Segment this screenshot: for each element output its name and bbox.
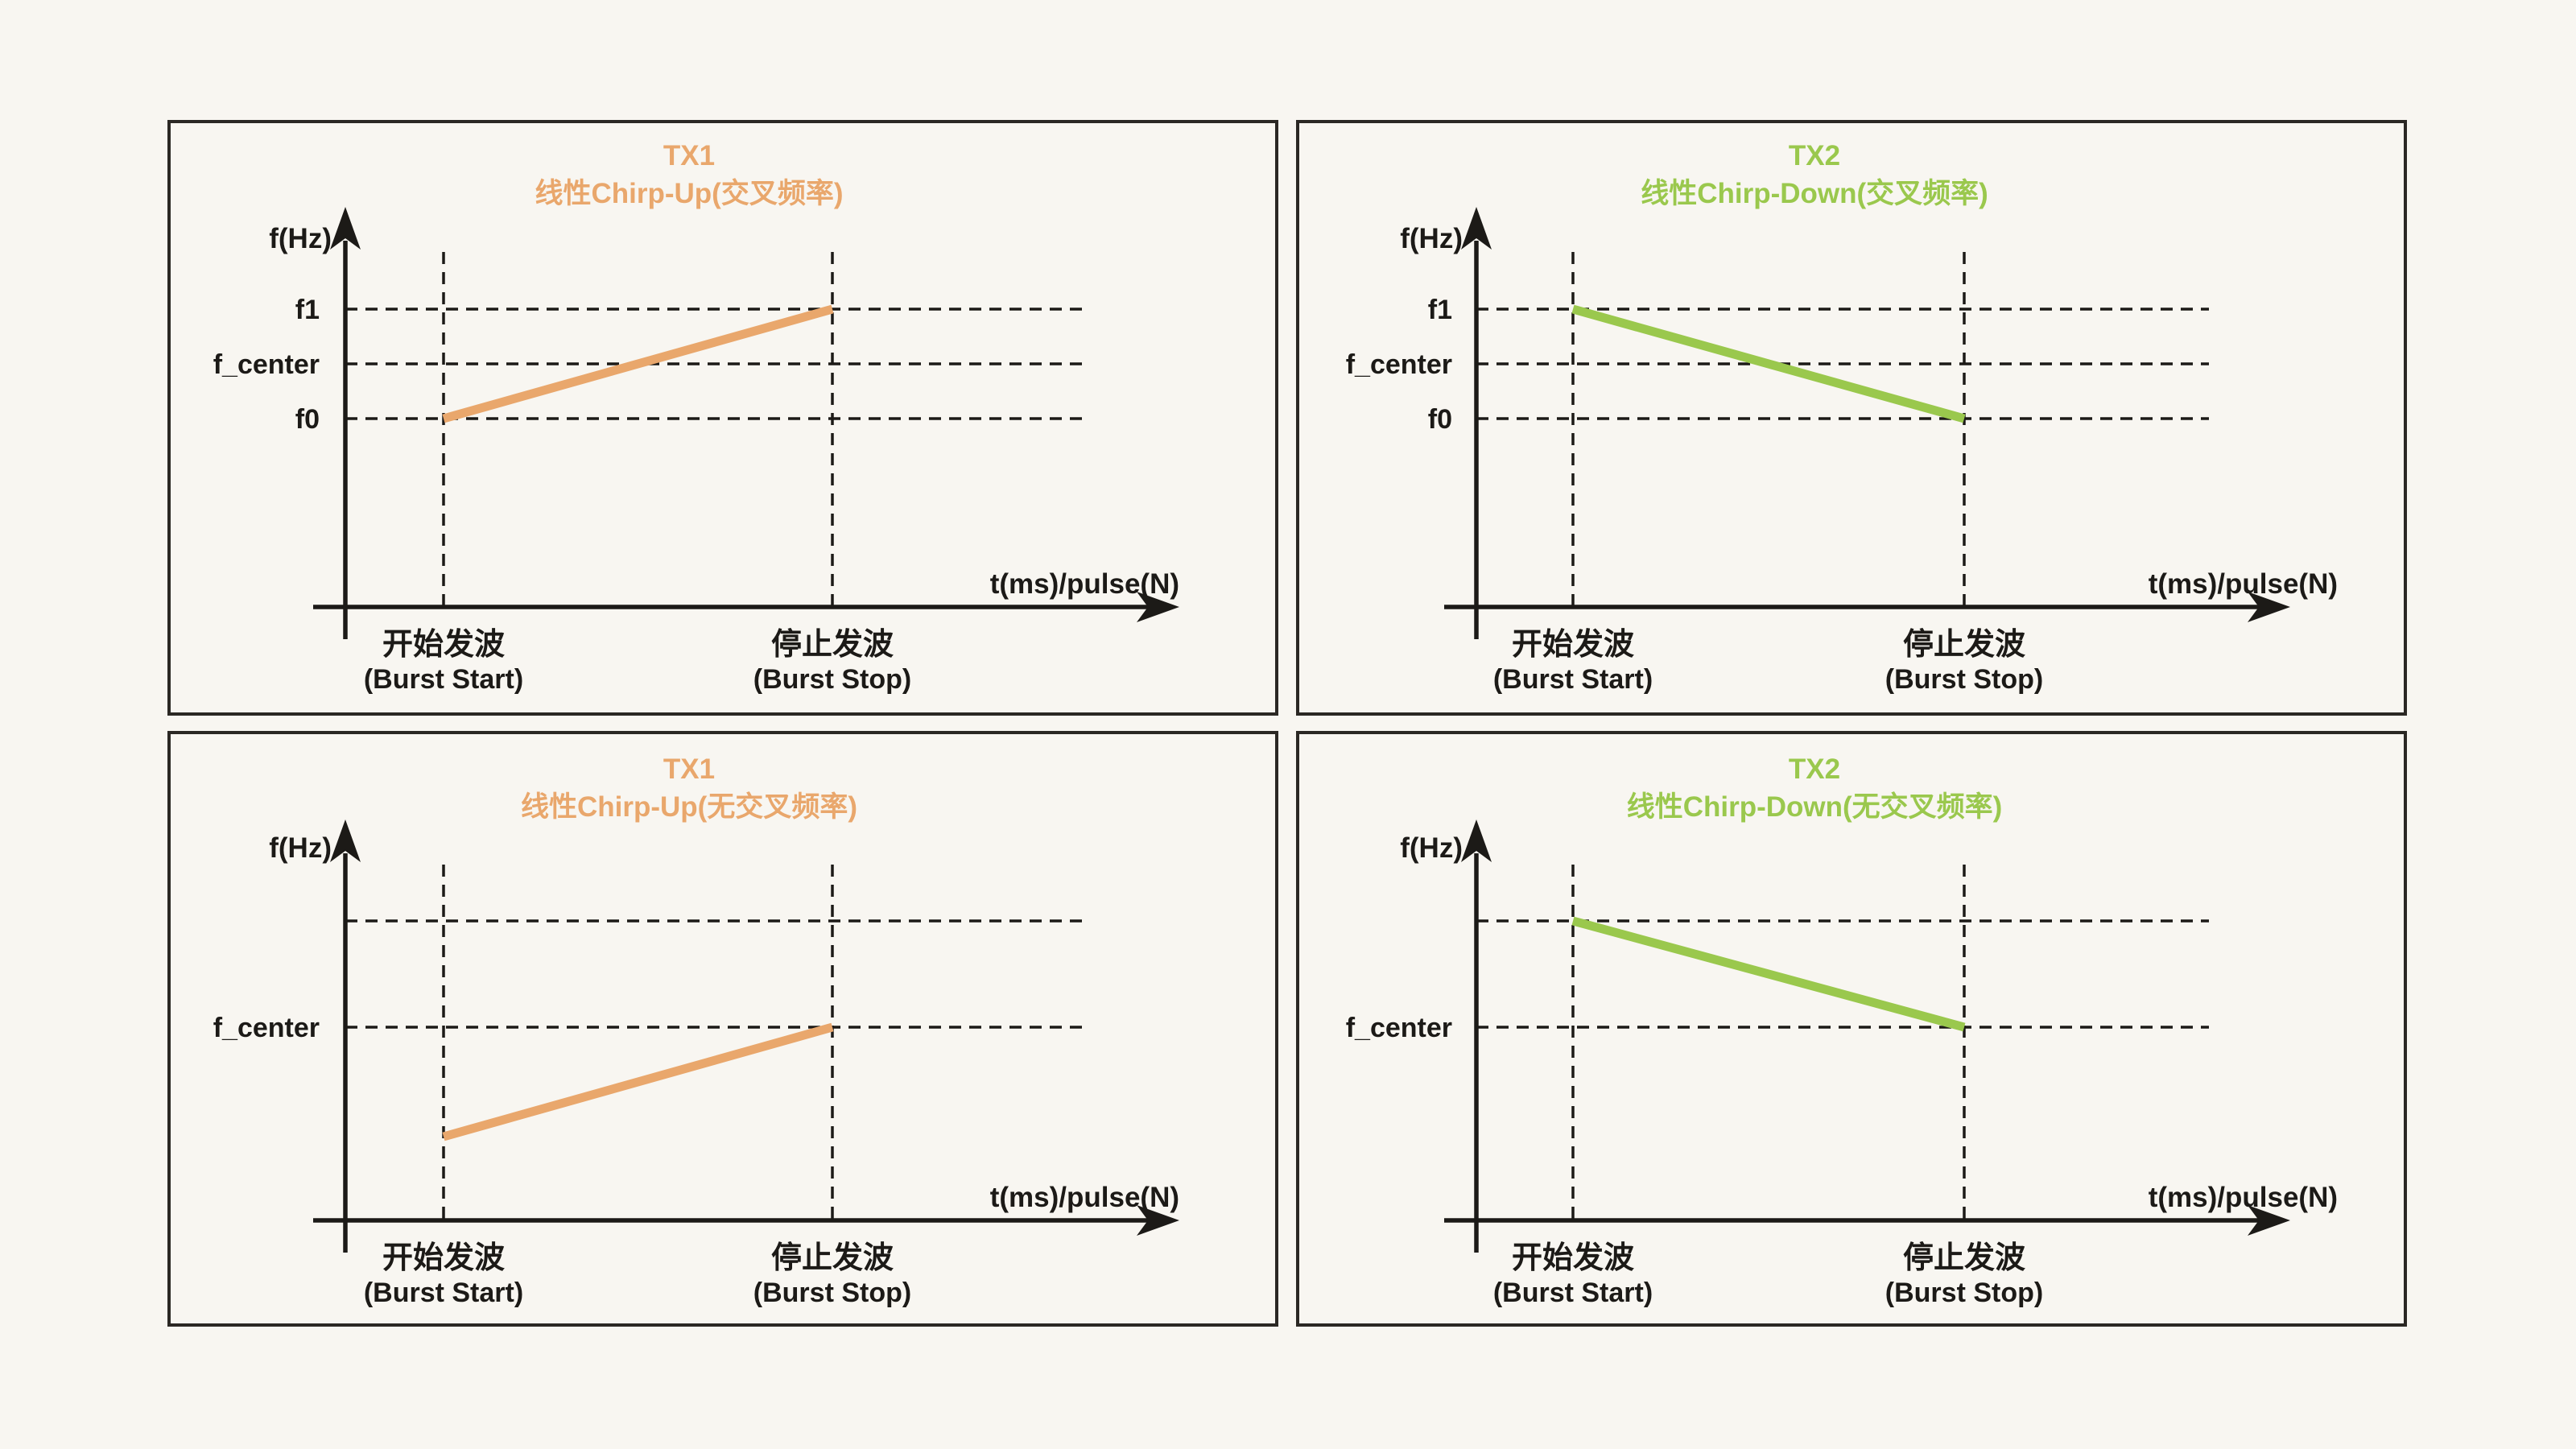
panel-title-line2: 线性Chirp-Up(无交叉频率) — [521, 791, 857, 823]
panel-title-line2: 线性Chirp-Down(交叉频率) — [1641, 177, 1988, 209]
panel-tx1-noncrossed: TX1 线性Chirp-Up(无交叉频率) f(Hz) f_center t(m… — [167, 731, 1278, 1327]
burst-stop-label-en: (Burst Stop) — [1885, 1278, 2043, 1308]
x-axis-label: t(ms)/pulse(N) — [2149, 1182, 2338, 1213]
panel-title-line1: TX2 — [1789, 140, 1840, 171]
y-axis-label: f(Hz) — [1400, 832, 1463, 864]
x-axis-arrow-icon — [2248, 592, 2290, 622]
x-axis-label: t(ms)/pulse(N) — [990, 568, 1179, 600]
y-tick-f0: f0 — [295, 404, 320, 435]
burst-stop-label-cn: 停止发波 — [1903, 1241, 2025, 1275]
burst-stop-label-en: (Burst Stop) — [753, 1278, 911, 1308]
chirp-up-line — [442, 1022, 834, 1141]
y-axis-arrow-icon — [330, 207, 361, 250]
panel-tx2-crossed: TX2 线性Chirp-Down(交叉频率) f(Hz) f1 f_center… — [1296, 120, 2407, 716]
y-tick-f1: f1 — [295, 295, 320, 325]
burst-start-label-cn: 开始发波 — [1512, 628, 1634, 662]
diagram-tx2-crossed: TX2 线性Chirp-Down(交叉频率) f(Hz) f1 f_center… — [1346, 140, 2338, 695]
x-axis-arrow-icon — [1137, 1205, 1179, 1236]
burst-start-label-en: (Burst Start) — [1493, 1278, 1653, 1308]
x-axis-arrow-icon — [1137, 592, 1179, 622]
panel-tx1-crossed: TX1 线性Chirp-Up(交叉频率) f(Hz) f1 f_center f… — [167, 120, 1278, 716]
panel-title-line1: TX1 — [663, 753, 715, 785]
y-axis-label: f(Hz) — [1400, 223, 1463, 254]
x-axis-arrow-icon — [2248, 1205, 2290, 1236]
diagram-tx2-noncrossed: TX2 线性Chirp-Down(无交叉频率) f(Hz) f_center t… — [1346, 753, 2338, 1308]
y-axis-label: f(Hz) — [269, 223, 332, 254]
burst-stop-label-en: (Burst Stop) — [1885, 664, 2043, 695]
panel-title-line1: TX2 — [1789, 753, 1840, 785]
burst-start-label-cn: 开始发波 — [382, 1241, 505, 1275]
chirp-down-line — [1571, 304, 1966, 423]
burst-stop-label-cn: 停止发波 — [771, 1241, 894, 1275]
burst-stop-label-cn: 停止发波 — [771, 628, 894, 662]
y-tick-f0: f0 — [1428, 404, 1452, 435]
y-tick-fcenter: f_center — [213, 1013, 320, 1043]
x-axis-label: t(ms)/pulse(N) — [990, 1182, 1179, 1213]
diagram-tx1-noncrossed: TX1 线性Chirp-Up(无交叉频率) f(Hz) f_center t(m… — [213, 753, 1179, 1308]
burst-start-label-cn: 开始发波 — [382, 628, 505, 662]
chirp-down-line — [1571, 916, 1966, 1032]
burst-start-label-cn: 开始发波 — [1512, 1241, 1634, 1275]
burst-start-label-en: (Burst Start) — [364, 664, 523, 695]
panel-title-line1: TX1 — [663, 140, 715, 171]
panel-tx2-noncrossed: TX2 线性Chirp-Down(无交叉频率) f(Hz) f_center t… — [1296, 731, 2407, 1327]
burst-start-label-en: (Burst Start) — [364, 1278, 523, 1308]
x-axis-label: t(ms)/pulse(N) — [2149, 568, 2338, 600]
panel-title-line2: 线性Chirp-Up(交叉频率) — [535, 177, 843, 209]
diagram-tx1-crossed: TX1 线性Chirp-Up(交叉频率) f(Hz) f1 f_center f… — [213, 140, 1179, 695]
y-tick-fcenter: f_center — [1346, 1013, 1452, 1043]
burst-stop-label-en: (Burst Stop) — [753, 664, 911, 695]
y-tick-fcenter: f_center — [213, 349, 320, 380]
burst-stop-label-cn: 停止发波 — [1903, 628, 2025, 662]
burst-start-label-en: (Burst Start) — [1493, 664, 1653, 695]
y-axis-arrow-icon — [330, 819, 361, 862]
chirp-up-line — [442, 304, 834, 423]
y-axis-arrow-icon — [1461, 207, 1492, 250]
panel-title-line2: 线性Chirp-Down(无交叉频率) — [1627, 791, 2003, 823]
y-axis-label: f(Hz) — [269, 832, 332, 864]
y-tick-f1: f1 — [1428, 295, 1452, 325]
y-tick-fcenter: f_center — [1346, 349, 1452, 380]
y-axis-arrow-icon — [1461, 819, 1492, 862]
